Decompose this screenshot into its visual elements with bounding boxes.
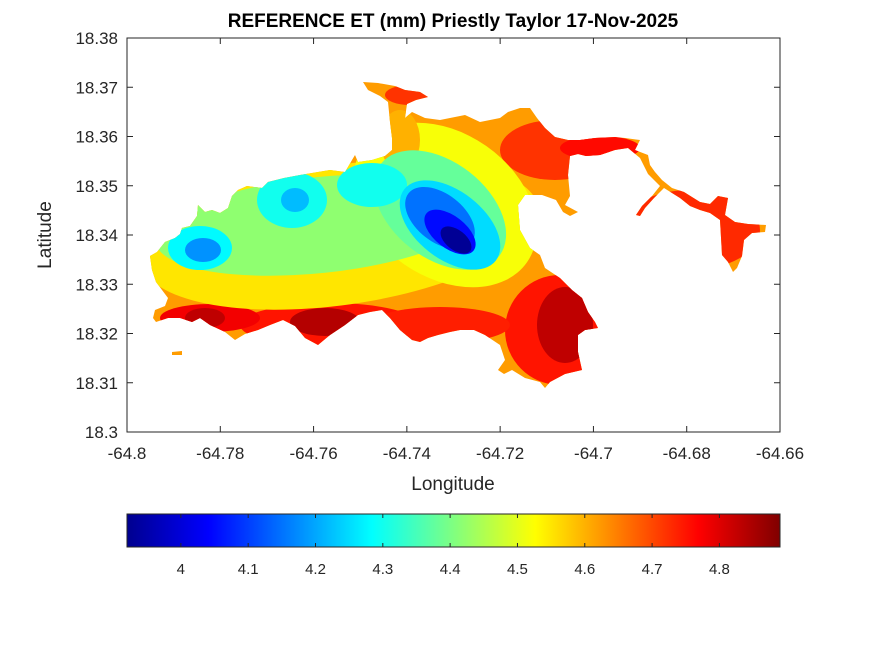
x-tick-label: -64.76 <box>289 444 337 463</box>
y-tick-label: 18.35 <box>75 177 118 196</box>
x-tick-label: -64.8 <box>108 444 147 463</box>
x-axis-label: Longitude <box>411 474 494 495</box>
colorbar-tick-label: 4.4 <box>440 561 461 578</box>
y-tick-label: 18.32 <box>75 325 118 344</box>
colorbar-tick-label: 4.2 <box>305 561 326 578</box>
x-tick-label: -64.68 <box>663 444 711 463</box>
x-tick-label: -64.72 <box>476 444 524 463</box>
chart-title: REFERENCE ET (mm) Priestly Taylor 17-Nov… <box>228 11 679 32</box>
y-tick-label: 18.3 <box>85 423 118 442</box>
contour-region-24 <box>440 226 472 254</box>
y-axis: 18.3 18.31 18.32 18.33 18.34 18.35 18.36 18.37 1… <box>75 29 780 442</box>
x-tick-label: -64.7 <box>574 444 613 463</box>
contour-region-20 <box>185 238 221 262</box>
y-tick-label: 18.37 <box>75 78 118 97</box>
colorbar-ticks: 4 4.1 4.2 4.3 4.4 4.5 4.6 4.7 4.8 <box>177 514 730 578</box>
colorbar-tick-label: 4.1 <box>238 561 259 578</box>
contour-region-21 <box>281 188 309 212</box>
colorbar-tick-label: 4 <box>177 561 185 578</box>
x-axis: -64.8 -64.78 -64.76 -64.74 -64.72 -64.7 -64.68… <box>108 38 804 463</box>
colorbar-tick-label: 4.5 <box>507 561 528 578</box>
x-tick-label: -64.74 <box>383 444 431 463</box>
y-tick-label: 18.31 <box>75 374 118 393</box>
x-tick-label: -64.66 <box>756 444 804 463</box>
colorbar-tick-label: 4.8 <box>709 561 730 578</box>
colorbar-tick-label: 4.7 <box>642 561 663 578</box>
y-tick-label: 18.38 <box>75 29 118 48</box>
colorbar-tick-label: 4.6 <box>574 561 595 578</box>
y-tick-label: 18.36 <box>75 128 118 147</box>
x-tick-label: -64.78 <box>196 444 244 463</box>
colorbar-tick-label: 4.3 <box>372 561 393 578</box>
y-tick-label: 18.34 <box>75 226 118 245</box>
colorbar <box>126 513 781 548</box>
contour-region-18 <box>337 163 407 207</box>
y-axis-label: Latitude <box>35 201 56 269</box>
y-tick-label: 18.33 <box>75 275 118 294</box>
